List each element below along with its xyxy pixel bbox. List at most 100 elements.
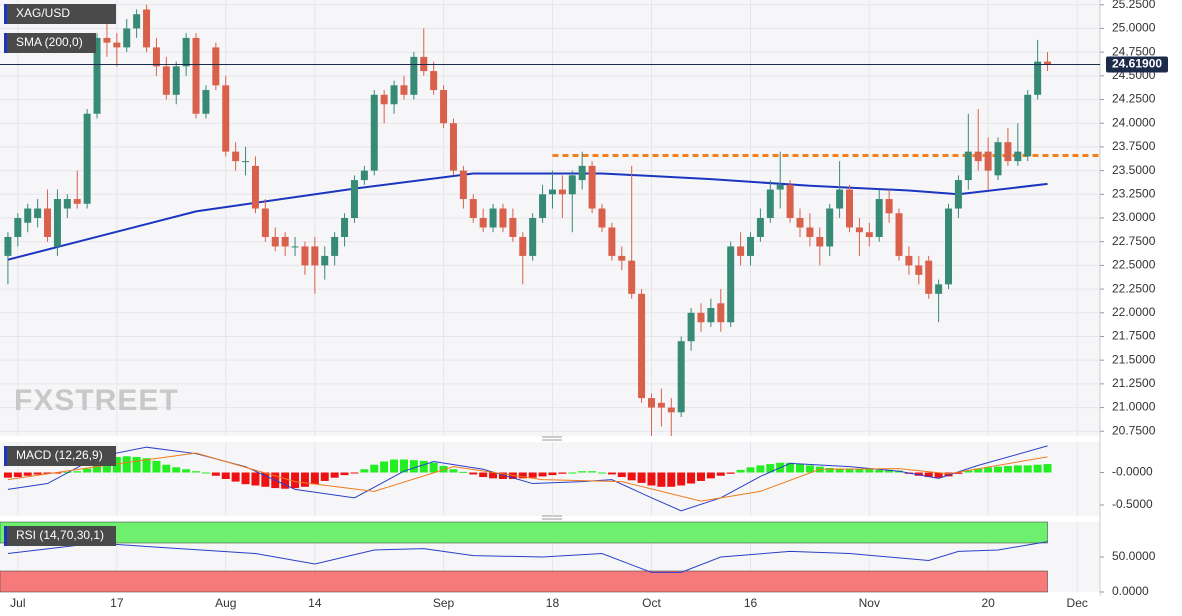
candle-body [301,246,309,266]
x-tick-label: Jul [10,596,25,610]
candle-body [331,236,339,256]
candle-body [964,151,972,181]
macd-histogram-bar [300,472,309,487]
candle-body [212,47,220,86]
y-tick-label: 20.7500 [1112,423,1156,437]
macd-histogram-bar [201,472,210,474]
candle-body [242,161,250,163]
x-tick-label: 18 [546,596,560,610]
macd-line [7,445,1048,512]
macd-histogram-bar [845,468,854,473]
macd-histogram-bar [489,472,498,479]
macd-histogram-bar [13,472,22,478]
macd-histogram-bar [419,460,428,473]
macd-histogram-bar [261,472,270,487]
title-accent [4,526,7,546]
candle-body [836,189,844,209]
y-tick-label: -0.0000 [1112,465,1153,479]
title-accent [4,4,7,24]
candle-body [459,170,467,200]
candle-body [687,312,695,342]
macd-histogram-bar [211,472,220,476]
candle-body [182,37,190,67]
macd-histogram-bar [142,458,151,473]
macd-histogram-bar [825,467,834,473]
macd-histogram-bar [716,472,725,476]
candle-body [846,189,854,228]
candle-body [766,189,774,218]
last-price-box [1106,56,1168,73]
candle-body [152,47,160,67]
resize-grip[interactable] [542,515,562,520]
macd-histogram-bar [350,472,359,474]
resize-grip[interactable] [542,436,562,441]
macd-histogram-bar [192,471,201,473]
sma-line [7,172,1048,261]
candle-body [192,37,200,114]
macd-histogram-bar [568,472,577,474]
macd-histogram-bar [83,468,92,473]
macd-histogram-bar [320,472,329,481]
x-tick-label: 16 [744,596,758,610]
macd-histogram-bar [102,459,111,473]
macd-histogram-bar [885,469,894,473]
candle-body [281,236,289,247]
y-tick-label: 24.7500 [1112,44,1156,58]
candle-body [954,180,962,209]
macd-histogram-bar [964,470,973,473]
candle-body [756,218,764,237]
macd-histogram-bar [548,472,557,476]
macd-panel [0,442,1100,516]
candle-body [222,85,230,152]
candle-body [360,170,368,181]
macd-histogram-bar [518,472,527,479]
legend-box [4,33,96,53]
candle-body [776,184,784,190]
title-accent [4,446,7,466]
macd-histogram-bar [726,472,735,474]
macd-histogram-bar [1023,465,1032,473]
macd-histogram-bar [805,465,814,473]
rsi-line [7,541,1048,573]
y-tick-label: 24.2500 [1112,92,1156,106]
y-tick-label: 21.5000 [1112,352,1156,366]
candle-body [925,260,933,294]
macd-histogram-bar [597,472,606,474]
macd-histogram-bar [865,469,874,473]
macd-histogram-bar [1043,464,1052,473]
y-tick-label: 0.0000 [1112,584,1149,598]
candle-body [539,194,547,218]
candle-body [162,66,170,95]
candle-body [737,246,745,256]
candle-body [707,308,715,323]
candle-body [855,227,863,233]
macd-histogram-bar [706,472,715,479]
candle-body [717,303,725,323]
candle-body [608,227,616,256]
candle-body [657,402,665,408]
candle-body [945,208,953,285]
y-tick-label: 21.7500 [1112,329,1156,343]
candle-body [994,142,1002,176]
macd-histogram-bar [330,472,339,478]
macd-histogram-bar [984,467,993,473]
rsi-band [0,570,1048,593]
y-tick-label: 22.7500 [1112,234,1156,248]
candle-body [143,9,151,48]
candle-body [875,199,883,237]
title-text: XAG/USD [16,6,70,20]
candle-body [826,208,834,247]
candle-body [1034,61,1042,95]
candle-body [440,90,448,124]
candle-body [261,208,269,237]
candle-body [727,246,735,323]
candle-body [251,165,259,209]
macd-histogram-bar [924,472,933,478]
macd-histogram-bar [231,472,240,482]
candle-body [568,175,576,195]
candle-body [370,94,378,171]
macd-histogram-bar [855,469,864,473]
macd-histogram-bar [528,472,537,478]
candle-body [1014,151,1022,162]
candle-body [489,208,497,228]
